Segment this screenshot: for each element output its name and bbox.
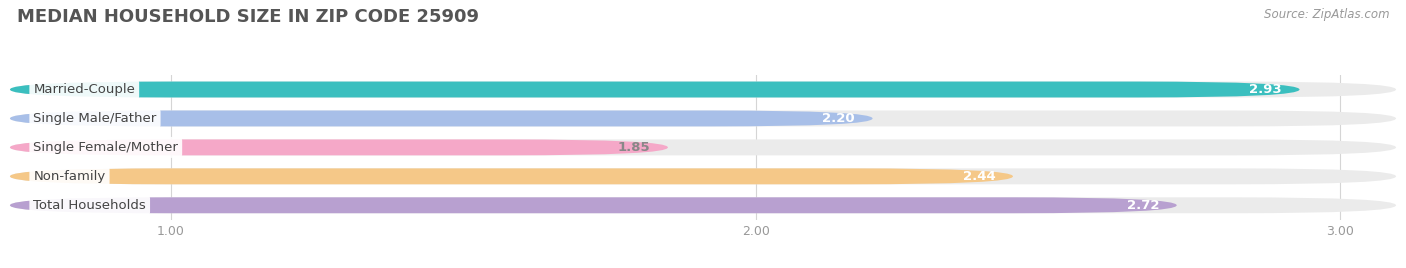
Text: Source: ZipAtlas.com: Source: ZipAtlas.com bbox=[1264, 8, 1389, 21]
FancyBboxPatch shape bbox=[10, 139, 668, 155]
Text: Married-Couple: Married-Couple bbox=[34, 83, 135, 96]
FancyBboxPatch shape bbox=[10, 197, 1396, 213]
Text: Total Households: Total Households bbox=[34, 199, 146, 212]
Text: 2.72: 2.72 bbox=[1126, 199, 1159, 212]
FancyBboxPatch shape bbox=[10, 110, 873, 126]
FancyBboxPatch shape bbox=[10, 81, 1396, 98]
FancyBboxPatch shape bbox=[10, 197, 1177, 213]
Text: MEDIAN HOUSEHOLD SIZE IN ZIP CODE 25909: MEDIAN HOUSEHOLD SIZE IN ZIP CODE 25909 bbox=[17, 8, 479, 26]
FancyBboxPatch shape bbox=[10, 139, 1396, 155]
FancyBboxPatch shape bbox=[10, 168, 1012, 184]
Text: Single Female/Mother: Single Female/Mother bbox=[34, 141, 179, 154]
Text: 2.20: 2.20 bbox=[823, 112, 855, 125]
Text: 2.44: 2.44 bbox=[963, 170, 995, 183]
FancyBboxPatch shape bbox=[10, 81, 1299, 98]
FancyBboxPatch shape bbox=[10, 110, 1396, 126]
Text: Single Male/Father: Single Male/Father bbox=[34, 112, 156, 125]
Text: 1.85: 1.85 bbox=[617, 141, 651, 154]
FancyBboxPatch shape bbox=[10, 168, 1396, 184]
Text: 2.93: 2.93 bbox=[1250, 83, 1282, 96]
Text: Non-family: Non-family bbox=[34, 170, 105, 183]
